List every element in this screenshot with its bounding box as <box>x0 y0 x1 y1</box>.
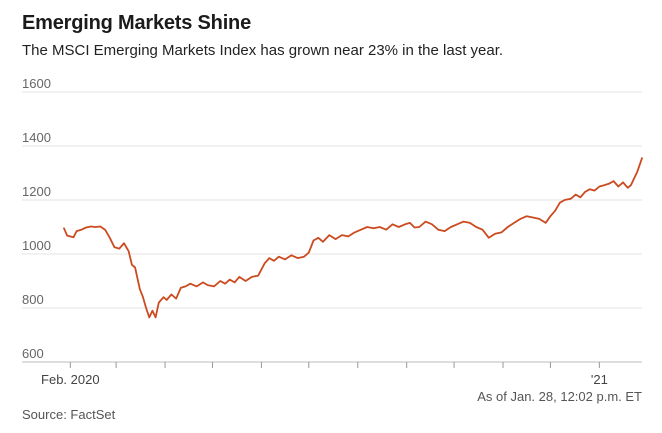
series-line <box>63 157 643 319</box>
y-tick-labels: 600 800 1000 1200 1400 1600 <box>22 76 51 361</box>
y-tick-label: 1000 <box>22 238 51 253</box>
y-tick-label: 1600 <box>22 76 51 91</box>
chart-subtitle: The MSCI Emerging Markets Index has grow… <box>22 42 504 59</box>
grid-lines <box>22 91 642 309</box>
timestamp-note: As of Jan. 28, 12:02 p.m. ET <box>477 389 642 404</box>
source-note: Source: FactSet <box>22 407 116 422</box>
chart-title: Emerging Markets Shine <box>22 12 251 34</box>
series-lines <box>63 157 643 319</box>
y-tick-label: 800 <box>22 292 44 307</box>
x-tick-label: Feb. 2020 <box>41 372 100 387</box>
x-tick-label: '21 <box>591 372 608 387</box>
y-tick-label: 600 <box>22 346 44 361</box>
y-tick-label: 1400 <box>22 130 51 145</box>
x-axis: Feb. 2020 '21 <box>22 361 642 387</box>
y-tick-label: 1200 <box>22 184 51 199</box>
